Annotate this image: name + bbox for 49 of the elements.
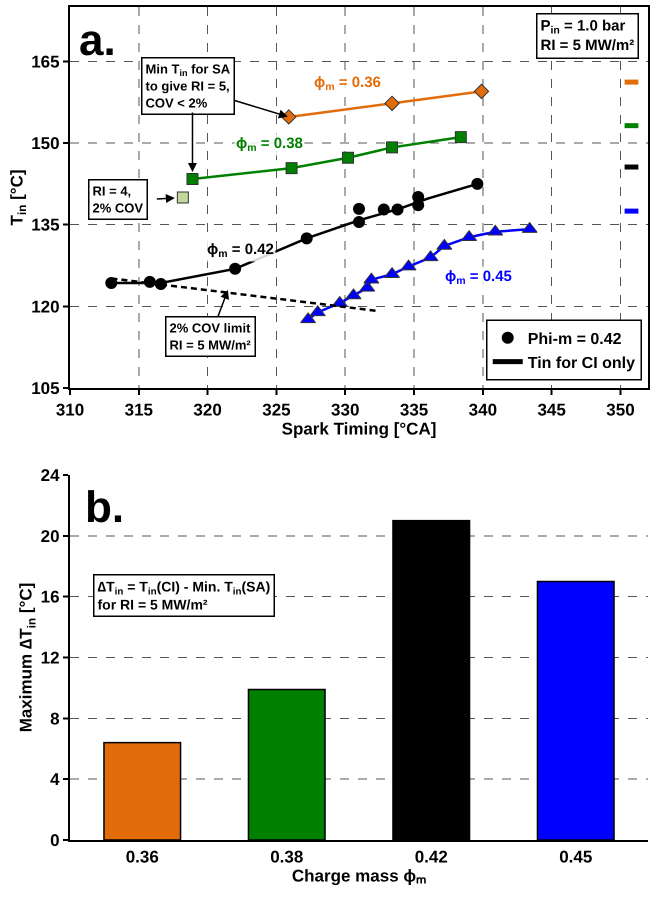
x-tick-label: 310 xyxy=(56,400,84,420)
y-tick-label: 8 xyxy=(50,709,60,728)
x-tick-label: 0.42 xyxy=(414,847,448,866)
text: ∆T$_{in}$ = T$_{in}$(CI) - Min. T$_{in}$(SA) for RI = 5 MW/m² xyxy=(98,578,270,613)
y-tick-label: 20 xyxy=(40,526,60,546)
x-tick-label: 340 xyxy=(468,400,498,420)
point xyxy=(342,152,354,164)
x-tick-label: 315 xyxy=(124,400,153,420)
y-tick-label: 0 xyxy=(50,830,60,850)
point xyxy=(186,172,198,185)
annotation: a. xyxy=(79,16,116,65)
point xyxy=(454,131,467,144)
x-axis-title: Spark Timing [°CA] xyxy=(282,419,436,438)
annotation: Min T$_{in}$ for SA to give RI = 5, COV < 2% xyxy=(146,62,231,110)
y-tick-label: 4 xyxy=(50,770,60,790)
y-tick-label: 16 xyxy=(40,588,60,607)
series-label: ϕ$_{m}$ = 0.38 xyxy=(236,135,303,154)
x-tick-label: 350 xyxy=(606,400,635,420)
annotation: RI = 4, 2% COV xyxy=(92,184,144,216)
x-axis-title: Charge mass ϕₘ xyxy=(292,866,426,886)
legend-label: Phi-m = 0.42 xyxy=(528,331,622,348)
annotation: b. xyxy=(85,483,124,532)
point xyxy=(384,96,400,111)
x-tick-label: 0.36 xyxy=(126,847,159,866)
y-tick-label: 24 xyxy=(40,466,60,485)
annotation: P$_{in}$ = 1.0 bar RI = 5 MW/m² xyxy=(540,18,634,54)
series-label: ϕ$_{m}$ = 0.36 xyxy=(314,74,381,94)
x-tick-label: 320 xyxy=(193,400,222,420)
x-tick-label: 325 xyxy=(262,400,291,420)
series-label: ϕ$_{m}$ = 0.45 xyxy=(445,268,512,288)
x-tick-label: 330 xyxy=(331,400,360,420)
annotation: 2% COV limit RI = 5 MW/m² xyxy=(170,320,252,352)
point xyxy=(176,192,189,204)
y-tick-label: 120 xyxy=(31,297,60,316)
y-tick-label: 165 xyxy=(31,52,60,72)
x-tick-label: 0.38 xyxy=(270,847,304,866)
x-tick-label: 345 xyxy=(537,400,566,420)
point xyxy=(286,162,298,174)
point xyxy=(474,84,490,100)
y-tick-label: 105 xyxy=(31,378,60,398)
legend-label: Tin for CI only xyxy=(528,354,636,372)
x-tick-label: 0.45 xyxy=(559,847,592,866)
y-tick-label: 12 xyxy=(40,648,60,668)
y-tick-label: 135 xyxy=(31,216,60,235)
point xyxy=(386,141,398,154)
y-tick-label: 150 xyxy=(31,134,60,154)
x-tick-label: 335 xyxy=(400,400,428,420)
series-label: ϕ$_{m}$ = 0.42 xyxy=(207,241,274,260)
point xyxy=(353,202,365,215)
